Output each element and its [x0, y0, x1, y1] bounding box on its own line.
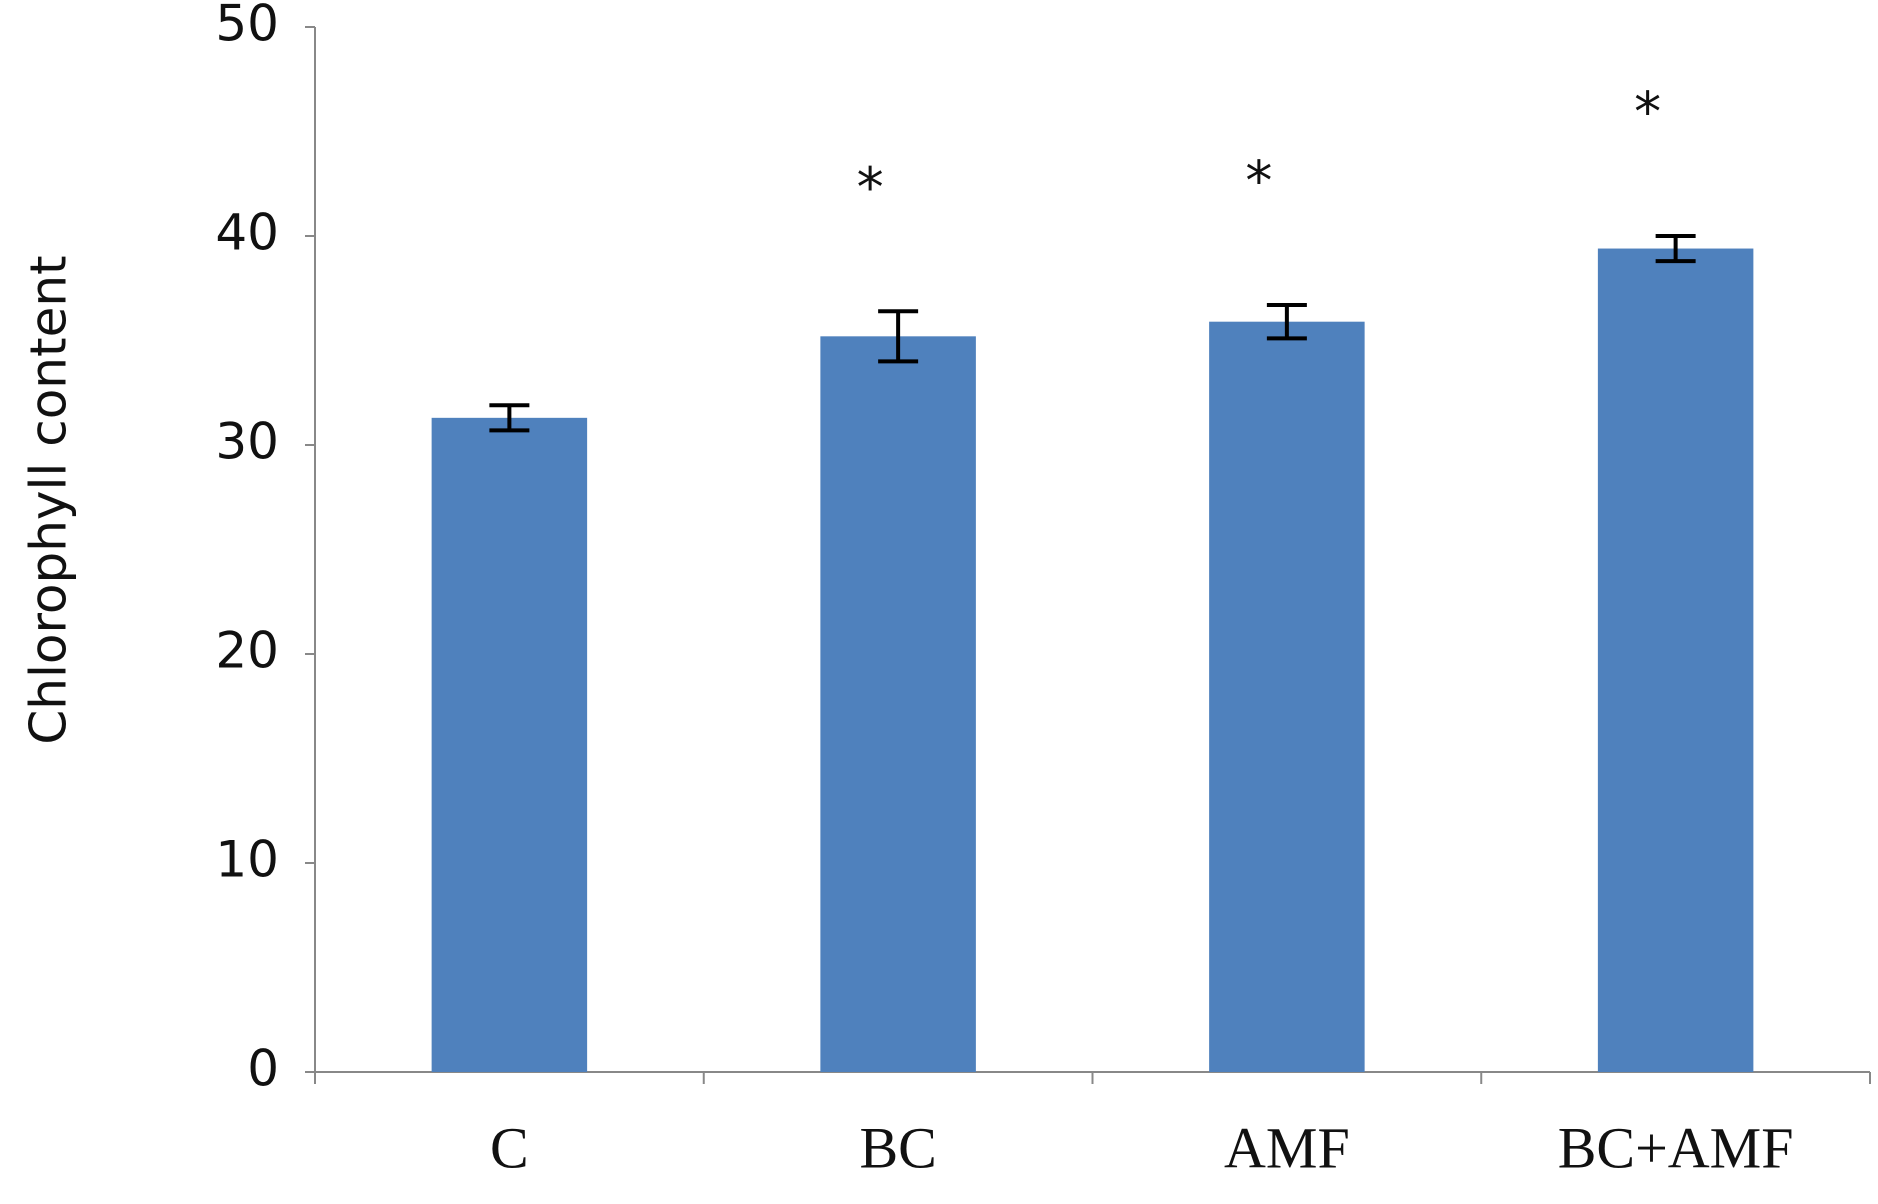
x-tick-label: BC: [859, 1115, 936, 1180]
x-tick-label: AMF: [1224, 1115, 1350, 1180]
bar: [431, 417, 588, 1073]
x-tick-label: C: [490, 1115, 529, 1180]
y-tick-label: 20: [215, 622, 279, 680]
significance-mark: *: [857, 156, 884, 219]
bar: [1597, 248, 1754, 1073]
bar: [820, 336, 976, 1072]
y-tick-label: 40: [215, 204, 279, 262]
y-tick-label: 50: [215, 0, 279, 53]
y-tick-label: 30: [215, 413, 279, 471]
bar: [1209, 321, 1365, 1072]
y-tick-label: 0: [247, 1040, 279, 1098]
error-bar: [1266, 302, 1307, 341]
x-tick-label: BC+AMF: [1558, 1115, 1794, 1180]
error-bar: [878, 309, 919, 364]
y-tick-label: 10: [215, 831, 279, 889]
y-axis-title: Chlorophyll content: [20, 255, 78, 744]
significance-mark: *: [1634, 81, 1661, 144]
significance-mark: *: [1245, 150, 1272, 213]
error-bar: [1655, 234, 1696, 264]
error-bar: [489, 403, 530, 433]
